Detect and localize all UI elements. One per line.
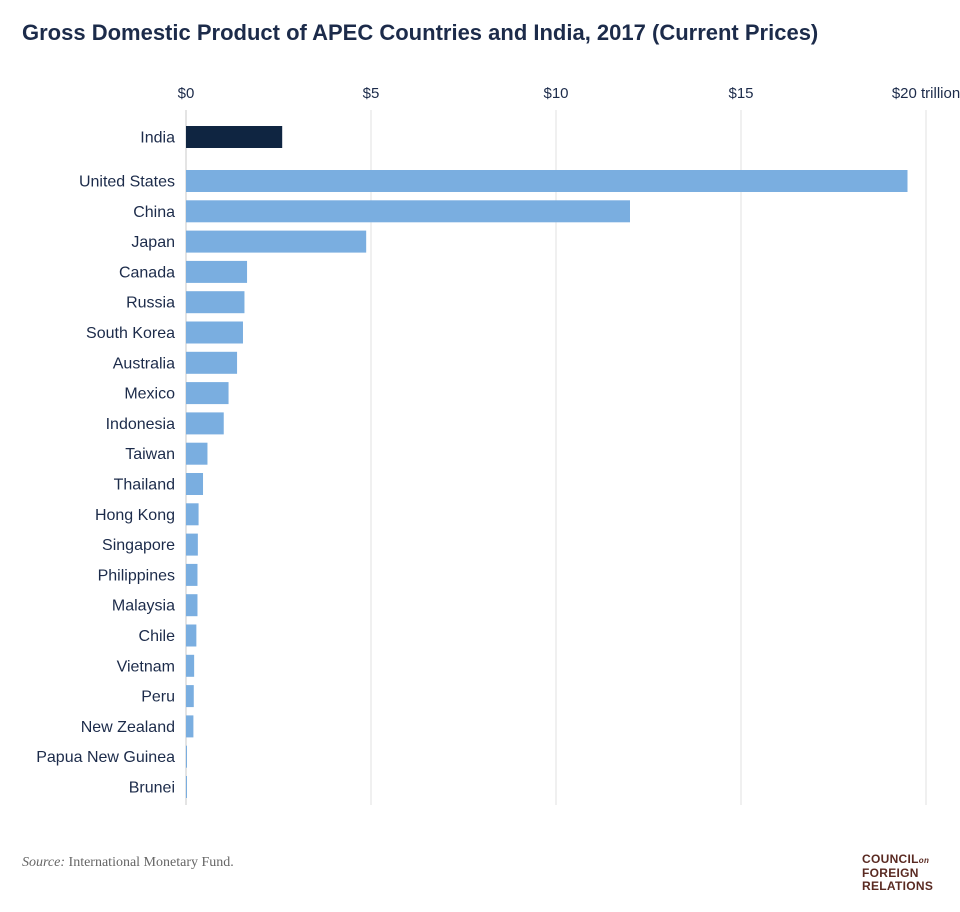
x-tick-label: $0 <box>178 85 195 102</box>
category-label: Papua New Guinea <box>36 749 175 766</box>
category-label: Japan <box>131 234 175 251</box>
x-tick-label: $20 trillion <box>892 85 960 102</box>
bar-japan <box>186 230 367 253</box>
category-label: Chile <box>139 628 176 645</box>
category-label: Indonesia <box>106 416 175 433</box>
category-label: South Korea <box>86 325 175 342</box>
category-label: Taiwan <box>125 446 175 463</box>
bar-canada <box>186 260 248 283</box>
category-label: Canada <box>119 264 175 281</box>
category-label: Russia <box>126 295 175 312</box>
bar-russia <box>186 291 245 314</box>
bar-papua-new-guinea <box>186 745 187 768</box>
bar-taiwan <box>186 442 208 465</box>
category-label: Vietnam <box>117 658 175 675</box>
category-label: Malaysia <box>112 598 175 615</box>
bar-chile <box>186 624 197 647</box>
bar-united-states <box>186 170 908 192</box>
category-label: Australia <box>113 355 175 372</box>
bar-australia <box>186 351 238 374</box>
chart-title: Gross Domestic Product of APEC Countries… <box>22 20 819 45</box>
category-label: Brunei <box>129 780 175 797</box>
category-label: Philippines <box>98 567 175 584</box>
category-label: China <box>133 204 175 221</box>
bar-south-korea <box>186 321 243 344</box>
bar-thailand <box>186 473 204 495</box>
category-label: New Zealand <box>81 719 175 736</box>
category-label: United States <box>79 174 175 191</box>
cfr-logo: COUNCILon FOREIGN RELATIONS <box>862 852 934 893</box>
x-tick-label: $10 <box>543 85 568 102</box>
bar-philippines <box>186 563 198 586</box>
bar-new-zealand <box>186 715 194 738</box>
bar-indonesia <box>186 412 224 435</box>
source-note: Source: International Monetary Fund. <box>22 855 234 871</box>
category-label: Thailand <box>114 477 175 494</box>
category-label: Hong Kong <box>95 507 175 524</box>
bar-vietnam <box>186 654 195 677</box>
bar-malaysia <box>186 594 198 617</box>
source-text: International Monetary Fund. <box>65 855 234 870</box>
x-tick-label: $15 <box>728 85 753 102</box>
category-label: Singapore <box>102 537 175 554</box>
bar-chart: $0 $5 $10 $15 $20 trillion India United States… <box>36 85 960 805</box>
x-tick-label: $5 <box>363 85 380 102</box>
bar-peru <box>186 685 194 708</box>
bar-china <box>186 200 630 223</box>
category-label: Peru <box>141 689 175 706</box>
bar-india <box>186 126 283 148</box>
source-label: Source: <box>22 855 66 870</box>
category-label: India <box>140 130 175 147</box>
category-label: Mexico <box>124 386 175 403</box>
bar-mexico <box>186 382 229 405</box>
bar-brunei <box>186 776 187 798</box>
bar-singapore <box>186 533 198 556</box>
bar-hong-kong <box>186 503 199 526</box>
